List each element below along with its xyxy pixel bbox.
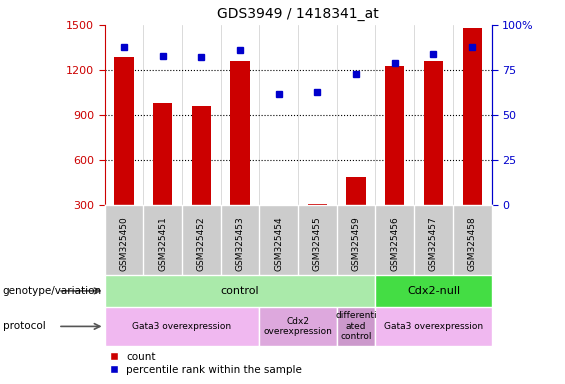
- Bar: [376, 307, 492, 346]
- Text: GSM325450: GSM325450: [119, 216, 128, 271]
- Bar: [269, 210, 288, 251]
- Bar: [463, 28, 482, 251]
- Text: GSM325459: GSM325459: [351, 216, 360, 271]
- Text: control: control: [221, 286, 259, 296]
- Bar: [346, 177, 366, 251]
- Bar: [153, 103, 172, 251]
- Text: Gata3 overexpression: Gata3 overexpression: [132, 322, 232, 331]
- Bar: [259, 307, 337, 346]
- Text: genotype/variation: genotype/variation: [3, 286, 102, 296]
- Text: Cdx2
overexpression: Cdx2 overexpression: [264, 317, 332, 336]
- Text: differenti
ated
control: differenti ated control: [335, 311, 377, 341]
- Text: GSM325454: GSM325454: [274, 217, 283, 271]
- Text: GSM325451: GSM325451: [158, 216, 167, 271]
- Legend: count, percentile rank within the sample: count, percentile rank within the sample: [110, 352, 302, 375]
- Bar: [105, 307, 259, 346]
- Bar: [376, 275, 492, 307]
- Text: GSM325457: GSM325457: [429, 216, 438, 271]
- Text: Gata3 overexpression: Gata3 overexpression: [384, 322, 483, 331]
- Bar: [231, 61, 250, 251]
- Text: GSM325458: GSM325458: [468, 216, 477, 271]
- Bar: [308, 204, 327, 251]
- Bar: [105, 275, 376, 307]
- Text: GSM325455: GSM325455: [313, 216, 322, 271]
- Bar: [424, 61, 443, 251]
- Text: GSM325456: GSM325456: [390, 216, 399, 271]
- Text: GSM325453: GSM325453: [236, 216, 245, 271]
- Bar: [192, 106, 211, 251]
- Text: protocol: protocol: [3, 321, 46, 331]
- Text: Cdx2-null: Cdx2-null: [407, 286, 460, 296]
- Bar: [114, 56, 133, 251]
- Text: GSM325452: GSM325452: [197, 217, 206, 271]
- Bar: [337, 307, 376, 346]
- Bar: [385, 66, 405, 251]
- Title: GDS3949 / 1418341_at: GDS3949 / 1418341_at: [217, 7, 379, 21]
